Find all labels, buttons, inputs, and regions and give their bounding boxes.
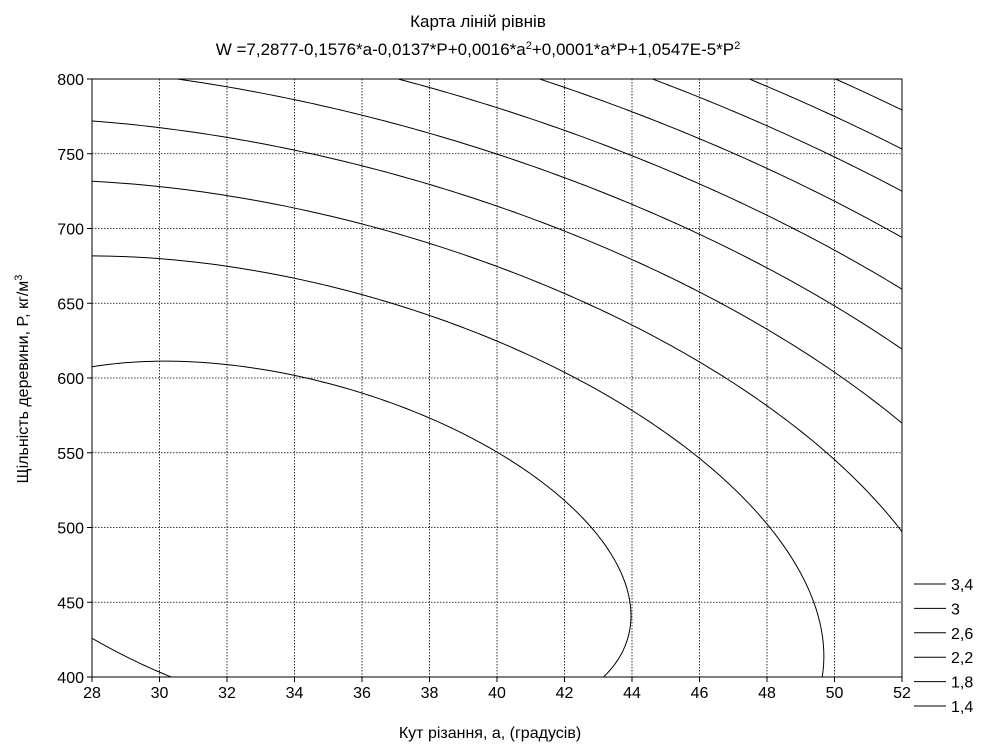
axis-ticks: 28 30 32 34 36 38 40 42 44 46 48 50 52 400 450 500 550 60… — [57, 72, 911, 702]
legend-label: 2,2 — [951, 650, 973, 667]
x-tick-label: 48 — [758, 685, 776, 702]
legend-label: 3 — [951, 601, 960, 618]
contour-line — [91, 255, 825, 678]
contour-line — [398, 78, 903, 290]
x-tick-label: 30 — [151, 685, 169, 702]
contour-line — [539, 78, 903, 238]
y-axis-label: Щільність деревини, P, кг/м3 — [13, 275, 32, 484]
x-tick-label: 40 — [488, 685, 506, 702]
legend-label: 1,4 — [951, 699, 973, 716]
x-tick-label: 38 — [421, 685, 439, 702]
x-tick-label: 42 — [556, 685, 574, 702]
contour-line — [91, 120, 903, 424]
y-tick-label: 700 — [57, 222, 84, 239]
grid-lines — [92, 79, 902, 677]
y-tick-label: 500 — [57, 521, 84, 538]
y-tick-label: 600 — [57, 371, 84, 388]
x-tick-label: 52 — [893, 685, 911, 702]
x-tick-label: 50 — [826, 685, 844, 702]
y-tick-label: 400 — [57, 670, 84, 687]
x-tick-label: 28 — [83, 685, 101, 702]
contour-line — [835, 78, 903, 111]
x-tick-label: 34 — [286, 685, 304, 702]
legend: 3,4 3 2,6 2,2 1,8 1,4 — [914, 577, 973, 716]
x-tick-label: 32 — [218, 685, 236, 702]
legend-label: 1,8 — [951, 675, 973, 692]
y-tick-label: 750 — [57, 147, 84, 164]
legend-label: 2,6 — [951, 626, 973, 643]
x-tick-label: 36 — [353, 685, 371, 702]
y-tick-label: 550 — [57, 446, 84, 463]
contour-line — [749, 78, 903, 150]
contour-line — [91, 360, 632, 678]
contour-line — [177, 78, 903, 350]
chart-title: Карта ліній рівнів — [410, 12, 546, 31]
chart-subtitle: W =7,2877-0,1576*a-0,0137*P+0,0016*a2+0,… — [216, 40, 741, 59]
legend-label: 3,4 — [951, 577, 973, 594]
y-tick-label: 800 — [57, 72, 84, 89]
contour-line — [91, 180, 903, 533]
y-tick-label: 450 — [57, 595, 84, 612]
y-tick-label: 650 — [57, 296, 84, 313]
x-tick-label: 46 — [691, 685, 709, 702]
x-tick-label: 44 — [623, 685, 641, 702]
x-axis-label: Кут різання, a, (градусів) — [399, 725, 581, 742]
contour-lines — [91, 78, 903, 678]
